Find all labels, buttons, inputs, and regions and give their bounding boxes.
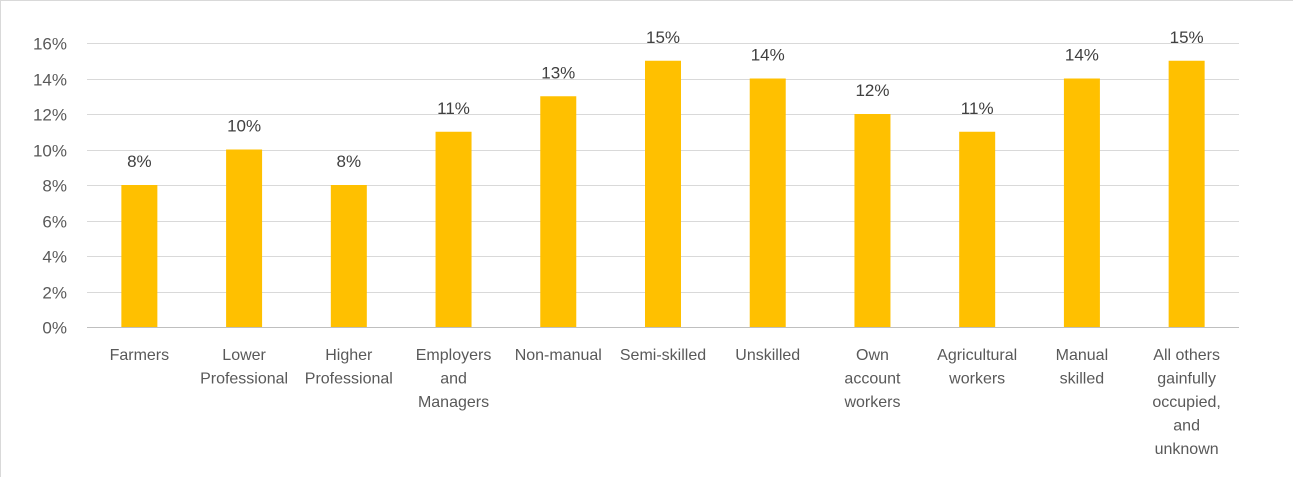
category-label: Farmers [110, 347, 170, 364]
x-axis-category-labels: Farmers Lower Professional Higher Profession… [110, 347, 1221, 458]
data-label: 14% [751, 46, 785, 65]
category-label: Lower Professional [200, 347, 288, 388]
bars [121, 60, 1205, 327]
y-tick-label: 14% [33, 71, 67, 90]
bar [1063, 78, 1100, 327]
data-label: 11% [437, 99, 470, 118]
data-label: 12% [855, 81, 889, 100]
bar [540, 96, 577, 327]
category-label: Agricultural workers [937, 347, 1017, 388]
y-tick-label: 10% [33, 142, 67, 161]
y-tick-label: 12% [33, 106, 67, 125]
bar [854, 114, 891, 327]
data-label: 8% [337, 152, 362, 171]
category-label: Higher Professional [305, 347, 393, 388]
data-label: 13% [541, 63, 575, 82]
data-label: 15% [646, 28, 680, 47]
data-labels: 8% 10% 8% 11% 13% 15% 14% 12% 11% 14% 15% [127, 28, 1204, 171]
data-label: 8% [127, 152, 152, 171]
bar [121, 185, 158, 327]
bar [959, 131, 996, 327]
category-label: Unskilled [735, 347, 800, 364]
bar [1168, 60, 1205, 327]
y-axis-tick-labels: 0% 2% 4% 6% 8% 10% 12% 14% 16% [33, 35, 67, 338]
data-label: 15% [1170, 28, 1204, 47]
bar [330, 185, 367, 327]
category-label: Non-manual [515, 347, 602, 364]
bar [226, 149, 263, 327]
bar [435, 131, 472, 327]
y-tick-label: 8% [42, 177, 67, 196]
bar [645, 60, 681, 327]
bar [749, 78, 786, 327]
category-label: Employers and Managers [416, 347, 492, 411]
y-tick-label: 6% [42, 213, 67, 232]
y-tick-label: 16% [33, 35, 67, 54]
data-label: 10% [227, 117, 261, 136]
data-label: 11% [961, 99, 994, 118]
data-label: 14% [1065, 46, 1099, 65]
category-label: Manual skilled [1056, 347, 1108, 388]
category-label: Semi-skilled [620, 347, 706, 364]
y-tick-label: 0% [42, 319, 67, 338]
y-tick-label: 4% [42, 248, 67, 267]
category-label: All others gainfully occupied, and unknown [1152, 347, 1221, 458]
category-label: Own account workers [843, 347, 901, 411]
y-tick-label: 2% [42, 284, 67, 303]
